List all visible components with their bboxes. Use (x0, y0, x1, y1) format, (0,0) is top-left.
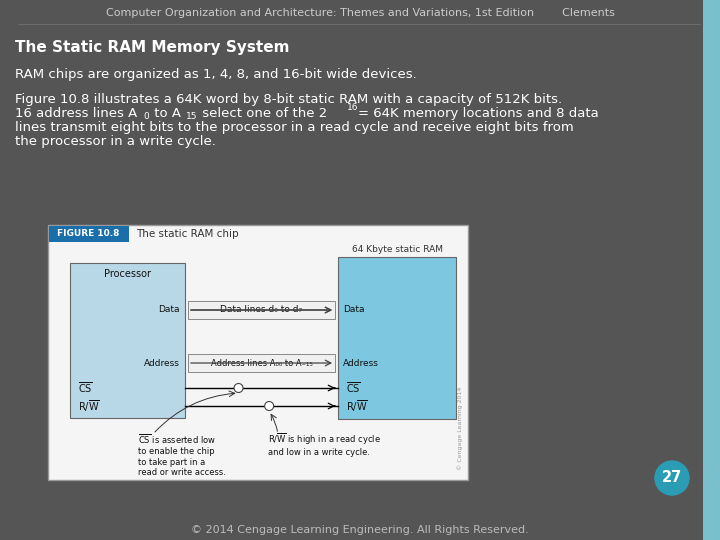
Text: to A: to A (150, 107, 181, 120)
Bar (188, 301, 335, 319)
Text: select one of the 2: select one of the 2 (198, 107, 328, 120)
Text: FIGURE 10.8: FIGURE 10.8 (57, 230, 120, 239)
Text: The Static RAM Memory System: The Static RAM Memory System (15, 40, 289, 55)
Circle shape (234, 383, 243, 393)
Bar (70, 263, 185, 418)
Circle shape (265, 402, 274, 410)
Text: lines transmit eight bits to the processor in a read cycle and receive eight bit: lines transmit eight bits to the process… (15, 121, 574, 134)
Text: = 64K memory locations and 8 data: = 64K memory locations and 8 data (358, 107, 599, 120)
Text: $\overline{\mathrm{CS}}$ is asserted low
to enable the chip
to take part in a
re: $\overline{\mathrm{CS}}$ is asserted low… (138, 432, 226, 477)
Bar (338, 257, 456, 419)
Text: the processor in a write cycle.: the processor in a write cycle. (15, 135, 216, 148)
Text: Address: Address (343, 359, 379, 368)
Bar (49, 226, 129, 242)
Text: Processor: Processor (104, 269, 151, 279)
Text: © 2014 Cengage Learning Engineering. All Rights Reserved.: © 2014 Cengage Learning Engineering. All… (191, 525, 529, 535)
Text: Figure 10.8 illustrates a 64K word by 8-bit static RAM with a capacity of 512K b: Figure 10.8 illustrates a 64K word by 8-… (15, 93, 562, 106)
Text: RAM chips are organized as 1, 4, 8, and 16-bit wide devices.: RAM chips are organized as 1, 4, 8, and … (15, 68, 417, 81)
Text: 0: 0 (143, 112, 149, 121)
Text: $\overline{\mathrm{CS}}$: $\overline{\mathrm{CS}}$ (346, 381, 361, 395)
Text: 27: 27 (662, 470, 682, 485)
Text: Data: Data (158, 306, 180, 314)
Text: Computer Organization and Architecture: Themes and Variations, 1st Edition      : Computer Organization and Architecture: … (106, 8, 614, 18)
Text: 16: 16 (347, 103, 359, 112)
Text: Address lines A₀₀ to A₋₁₅: Address lines A₀₀ to A₋₁₅ (211, 359, 312, 368)
Bar (48, 225, 468, 480)
Text: $\mathrm{R/}\overline{\mathrm{W}}$ is high in a read cycle
and low in a write cy: $\mathrm{R/}\overline{\mathrm{W}}$ is hi… (268, 432, 381, 457)
Text: Address: Address (144, 359, 180, 368)
Bar (188, 354, 335, 372)
Text: $\overline{\mathrm{CS}}$: $\overline{\mathrm{CS}}$ (78, 381, 93, 395)
Text: © Cengage Learning 2014: © Cengage Learning 2014 (457, 387, 463, 470)
Text: 16 address lines A: 16 address lines A (15, 107, 138, 120)
Text: $\mathrm{R/}\overline{\mathrm{W}}$: $\mathrm{R/}\overline{\mathrm{W}}$ (346, 399, 368, 414)
Text: Data lines d₀ to d₇: Data lines d₀ to d₇ (220, 306, 302, 314)
Circle shape (655, 461, 689, 495)
Text: 15: 15 (186, 112, 197, 121)
Text: 64 Kbyte static RAM: 64 Kbyte static RAM (351, 246, 443, 254)
Text: $\mathrm{R/}\overline{\mathrm{W}}$: $\mathrm{R/}\overline{\mathrm{W}}$ (78, 399, 99, 414)
Text: Data: Data (343, 306, 364, 314)
Text: The static RAM chip: The static RAM chip (136, 229, 238, 239)
Bar (703, 0, 720, 540)
